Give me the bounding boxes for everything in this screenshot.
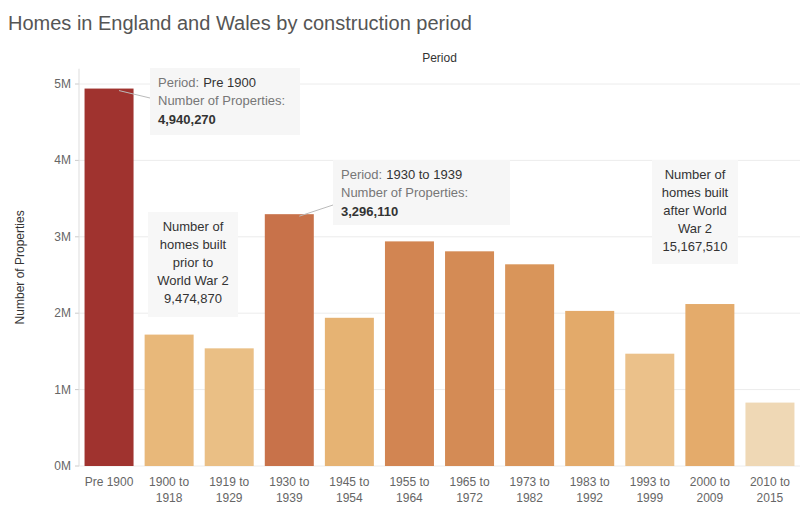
x-tick-label: 1965 to 1972 (450, 475, 490, 505)
x-tick-label: 1930 to 1939 (269, 475, 309, 505)
y-tick-label: 2M (54, 306, 71, 320)
x-tick-label-line: 1919 to (209, 475, 249, 489)
annotation-text: after World (663, 203, 726, 218)
x-header: Period (422, 51, 457, 65)
y-tick-label: 3M (54, 230, 71, 244)
tick-mark (75, 389, 79, 390)
bar (565, 311, 614, 466)
tooltip-value: Pre 1900 (203, 75, 256, 90)
x-tick-label: 2010 to 2015 (750, 475, 790, 505)
annotation-text: 15,167,510 (662, 239, 727, 254)
tooltip-label: Number of Properties: (341, 185, 468, 200)
tooltip-value: 1930 to 1939 (386, 167, 462, 182)
x-tick-label: 1945 to 1954 (329, 475, 369, 505)
tick-mark (75, 84, 79, 85)
x-tick-label-line: 1945 to (329, 475, 369, 489)
bar (505, 264, 554, 466)
bar (145, 335, 194, 466)
tick-mark (75, 160, 79, 161)
tooltip-label: Number of Properties: (158, 93, 285, 108)
x-tick-label-line: 1955 to (389, 475, 429, 489)
x-tick-label-line: 1999 (636, 491, 663, 505)
x-tick-label-line: 1972 (456, 491, 483, 505)
title: Homes in England and Wales by constructi… (8, 12, 472, 34)
x-tick-label: 1900 to 1918 (149, 475, 189, 505)
annotation-box (148, 212, 238, 317)
tooltip-line: Period: 1930 to 1939 (341, 167, 462, 182)
x-tick-label: 1919 to 1929 (209, 475, 249, 505)
tooltip-label: Period: (158, 75, 199, 90)
chart: Homes in England and Wales by constructi… (0, 0, 812, 514)
x-tick-label: 1993 to 1999 (630, 475, 670, 505)
x-tick-label-line: 2010 to (750, 475, 790, 489)
tooltip-box (150, 68, 300, 135)
x-tick-label-line: 1929 (216, 491, 243, 505)
annotation-box (652, 160, 738, 264)
x-tick-label-line: 2009 (697, 491, 724, 505)
tooltip-label: Period: (341, 167, 382, 182)
tick-mark (75, 313, 79, 314)
bar (205, 348, 254, 466)
x-tick-label-line: 1964 (396, 491, 423, 505)
annotation-text: Number of (665, 167, 726, 182)
y-tick-label: 4M (54, 153, 71, 167)
annotation-text: homes built (160, 237, 227, 252)
y-tick-label: 5M (54, 77, 71, 91)
x-tick-label: 1955 to 1964 (389, 475, 429, 505)
annotation-text: homes built (662, 185, 729, 200)
x-tick-label-line: 2000 to (690, 475, 730, 489)
tick-mark (75, 236, 79, 237)
x-tick-label-line: 1983 to (570, 475, 610, 489)
annotation-text: War 2 (678, 221, 712, 236)
y-axis-label: Number of Properties (13, 210, 27, 324)
x-tick-label: 2000 to 2009 (690, 475, 730, 505)
x-tick-label-line: 1982 (516, 491, 543, 505)
y-tick-label: 0M (54, 459, 71, 473)
x-tick-label-line: 1918 (156, 491, 183, 505)
bar (625, 354, 674, 466)
x-tick-label-line: 1992 (576, 491, 603, 505)
bar (265, 214, 314, 466)
bar (685, 304, 734, 466)
tooltip-line: Period: Pre 1900 (158, 75, 256, 90)
x-tick-label-line: 1939 (276, 491, 303, 505)
bars (85, 89, 795, 466)
bar (745, 403, 794, 466)
x-tick-label-line: 1973 to (510, 475, 550, 489)
x-tick-label-line: 1993 to (630, 475, 670, 489)
tooltip-box (333, 160, 510, 225)
tooltip-value: 4,940,270 (158, 112, 216, 127)
x-tick-label-line: 1900 to (149, 475, 189, 489)
x-tick-label-line: 1930 to (269, 475, 309, 489)
x-tick-label-line: 1965 to (450, 475, 490, 489)
tooltip-value: 3,296,110 (341, 204, 398, 219)
x-tick-label: Pre 1900 (85, 475, 134, 489)
x-tick-label: 1983 to 1992 (570, 475, 610, 505)
bar (85, 89, 134, 466)
bar (385, 241, 434, 466)
annotation-text: Number of (163, 219, 224, 234)
annotation-text: prior to (173, 255, 213, 270)
x-tick-label: 1973 to 1982 (510, 475, 550, 505)
annotation-text: 9,474,870 (164, 291, 222, 306)
y-axis-line (79, 69, 80, 466)
leader-line (299, 205, 333, 216)
x-tick-label-line: 2015 (757, 491, 784, 505)
bar (445, 251, 494, 466)
x-tick-label-line: 1954 (336, 491, 363, 505)
y-tick-label: 1M (54, 383, 71, 397)
tick-mark (75, 466, 79, 467)
bar (325, 318, 374, 466)
annotation-text: World War 2 (157, 273, 229, 288)
leader-line (119, 91, 150, 98)
